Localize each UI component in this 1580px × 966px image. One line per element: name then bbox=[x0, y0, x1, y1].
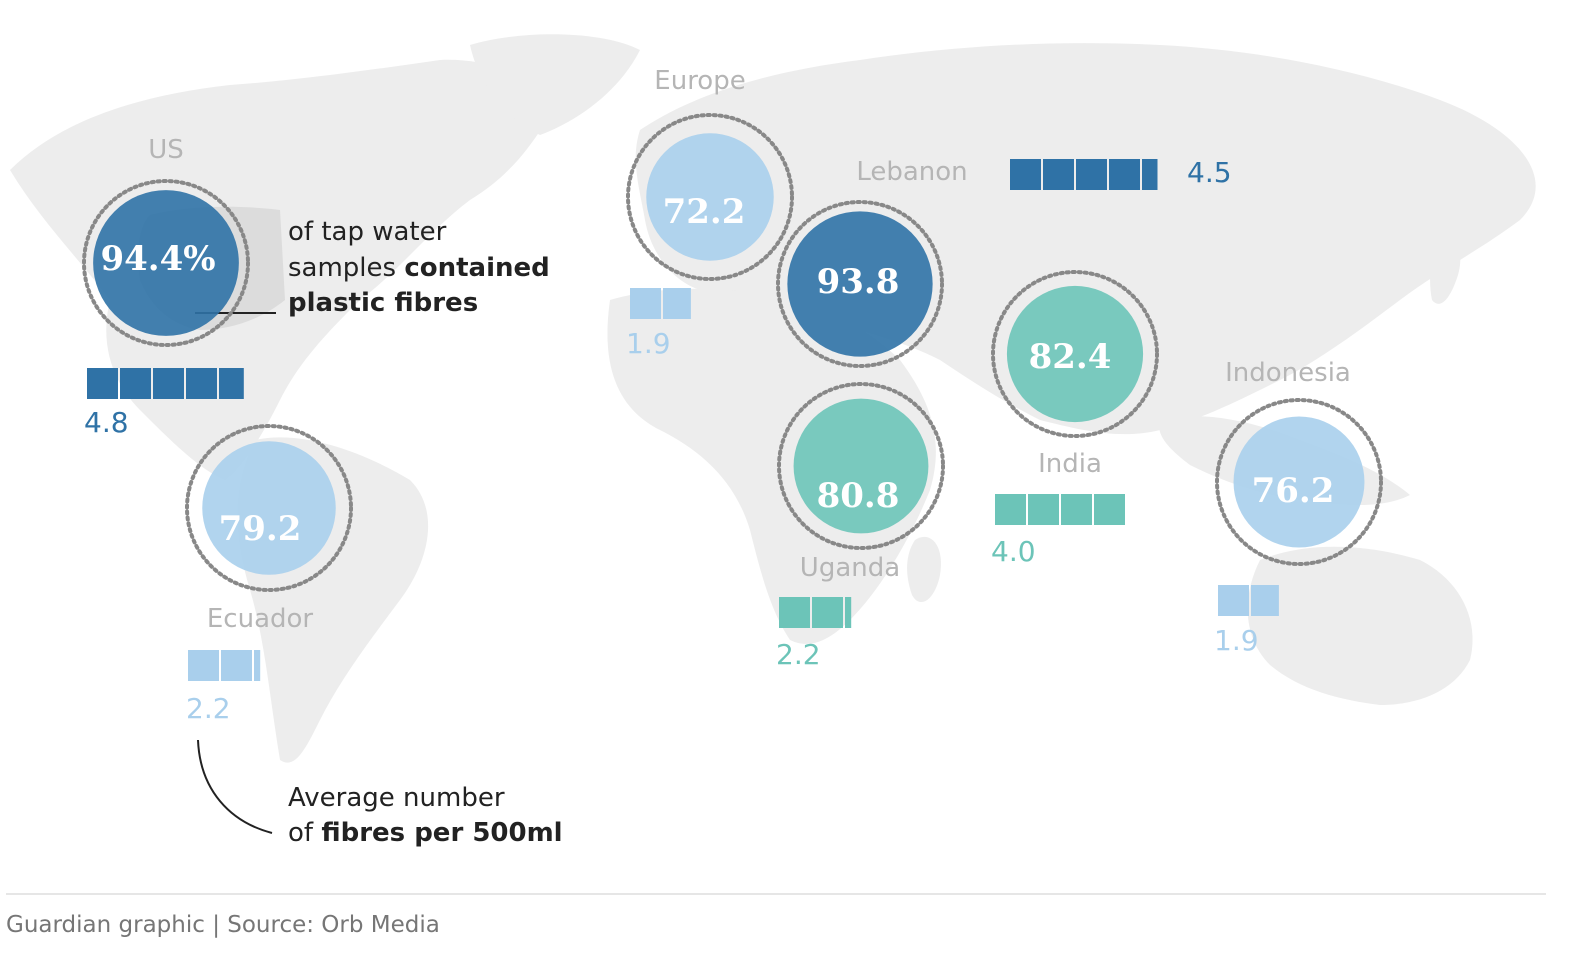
europe-fibre-label: 1.9 bbox=[626, 327, 671, 360]
pct-note-line2-regular: samples bbox=[288, 253, 404, 283]
source-credit: Guardian graphic | Source: Orb Media bbox=[6, 912, 440, 938]
indonesia-outer-ring bbox=[1215, 398, 1383, 566]
uganda-pct-label: 80.8 bbox=[817, 476, 900, 516]
us-fibre-box bbox=[186, 368, 217, 399]
ecuador-pct-label: 79.2 bbox=[219, 509, 302, 549]
lebanon-pct-circle bbox=[787, 211, 933, 357]
uganda-fibre-box bbox=[779, 597, 810, 628]
fibre-note-line2-regular: of bbox=[288, 818, 321, 848]
us-name-label: US bbox=[148, 135, 184, 165]
pct-note-line2-bold: contained bbox=[404, 253, 549, 283]
ecuador-fibre-box bbox=[188, 650, 219, 681]
india-fibre-box bbox=[1028, 494, 1059, 525]
region-lebanon: Lebanon 93.8 4.5 bbox=[776, 156, 1232, 368]
land-japan bbox=[1430, 239, 1461, 304]
lebanon-fibre-label: 4.5 bbox=[1187, 156, 1232, 189]
india-fibre-box bbox=[995, 494, 1026, 525]
region-india: India 82.4 4.0 bbox=[991, 270, 1159, 568]
fibre-connector-line bbox=[197, 739, 273, 834]
india-pct-label: 82.4 bbox=[1029, 337, 1112, 377]
ecuador-outer-ring bbox=[185, 424, 353, 592]
europe-fibre-box bbox=[630, 288, 661, 319]
us-fibre-box bbox=[219, 368, 244, 399]
ecuador-fibre-label: 2.2 bbox=[186, 692, 231, 725]
region-ecuador: Ecuador 79.2 2.2 bbox=[185, 424, 353, 725]
us-fibre-label: 4.8 bbox=[84, 406, 129, 439]
india-fibre-box bbox=[1094, 494, 1125, 525]
lebanon-name-label: Lebanon bbox=[856, 157, 967, 187]
indonesia-fibre-box bbox=[1251, 585, 1279, 616]
region-europe: Europe 72.2 1.9 bbox=[626, 66, 794, 360]
fibre-note-line2: of fibres per 500ml bbox=[288, 818, 563, 848]
land-australia bbox=[1247, 546, 1473, 705]
europe-pct-label: 72.2 bbox=[663, 192, 746, 232]
pct-note-line2: samples contained bbox=[288, 253, 550, 283]
indonesia-pct-label: 76.2 bbox=[1252, 471, 1335, 511]
fibre-note-line2-bold: fibres per 500ml bbox=[321, 818, 562, 848]
uganda-fibre-label: 2.2 bbox=[776, 638, 821, 671]
lebanon-pct-label: 93.8 bbox=[817, 262, 900, 302]
us-pct-circle bbox=[93, 190, 239, 336]
indonesia-fibre-label: 1.9 bbox=[1214, 624, 1259, 657]
india-fibre-label: 4.0 bbox=[991, 535, 1036, 568]
europe-name-label: Europe bbox=[654, 66, 745, 96]
lebanon-fibre-box bbox=[1043, 159, 1074, 190]
ecuador-name-label: Ecuador bbox=[207, 604, 314, 634]
us-pct-label: 94.4% bbox=[100, 239, 215, 279]
indonesia-name-label: Indonesia bbox=[1225, 358, 1351, 388]
europe-pct-circle bbox=[646, 133, 774, 261]
uganda-name-label: Uganda bbox=[800, 553, 900, 583]
ecuador-pct-circle bbox=[202, 441, 336, 575]
land-madagascar bbox=[907, 536, 941, 603]
indonesia-fibre-box bbox=[1218, 585, 1249, 616]
uganda-outer-ring bbox=[777, 382, 945, 550]
us-fibre-box bbox=[87, 368, 118, 399]
india-fibre-box bbox=[1061, 494, 1092, 525]
us-fibre-box bbox=[120, 368, 151, 399]
lebanon-fibre-box bbox=[1109, 159, 1140, 190]
fibre-note-line1: Average number bbox=[288, 783, 505, 813]
footer-divider bbox=[6, 893, 1546, 895]
region-us: US 94.4% 4.8 bbox=[82, 135, 250, 439]
europe-fibre-box bbox=[663, 288, 691, 319]
pct-note-line1: of tap water bbox=[288, 217, 447, 247]
land-africa bbox=[607, 288, 936, 644]
uganda-fibre-box bbox=[812, 597, 843, 628]
ecuador-fibre-box bbox=[221, 650, 252, 681]
india-outer-ring bbox=[991, 270, 1159, 438]
ecuador-fibre-box bbox=[254, 650, 261, 681]
us-fibre-box bbox=[153, 368, 184, 399]
europe-outer-ring bbox=[626, 113, 794, 281]
india-name-label: India bbox=[1038, 449, 1102, 479]
uganda-pct-circle bbox=[793, 398, 929, 534]
regions-layer: US 94.4% 4.8 Ecuador 79.2 2.2 Europe 72.2 1.9 Leb… bbox=[82, 66, 1383, 725]
lebanon-fibre-box bbox=[1010, 159, 1041, 190]
land-eurasia bbox=[635, 43, 1536, 435]
lebanon-fibre-box bbox=[1076, 159, 1107, 190]
pct-note-line3: plastic fibres bbox=[288, 288, 478, 318]
region-indonesia: Indonesia 76.2 1.9 bbox=[1214, 358, 1383, 657]
lebanon-fibre-box bbox=[1142, 159, 1158, 190]
india-pct-circle bbox=[1006, 285, 1144, 423]
us-outer-ring bbox=[82, 179, 250, 347]
region-uganda: Uganda 80.8 2.2 bbox=[776, 382, 945, 671]
indonesia-pct-circle bbox=[1233, 416, 1365, 548]
lebanon-outer-ring bbox=[776, 200, 944, 368]
land-greenland bbox=[470, 34, 640, 135]
uganda-fibre-box bbox=[845, 597, 852, 628]
